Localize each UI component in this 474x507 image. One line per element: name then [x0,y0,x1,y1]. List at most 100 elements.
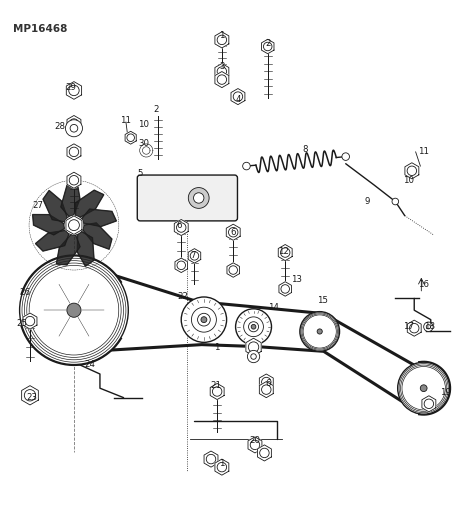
Circle shape [398,362,450,414]
Circle shape [29,266,118,355]
Polygon shape [33,214,64,235]
Circle shape [25,316,35,326]
Circle shape [424,322,433,332]
Circle shape [401,365,447,411]
Text: 11: 11 [120,116,131,125]
Circle shape [24,389,36,401]
Circle shape [69,119,79,128]
Polygon shape [82,223,112,249]
Circle shape [188,188,209,208]
Circle shape [260,448,269,458]
Circle shape [420,385,427,391]
Text: 19: 19 [440,388,451,397]
Circle shape [67,303,81,317]
Circle shape [426,324,430,329]
Polygon shape [259,374,273,390]
Circle shape [217,462,227,472]
Text: 2: 2 [153,105,158,114]
Polygon shape [215,32,229,48]
Text: 1: 1 [214,343,220,351]
Circle shape [303,315,336,348]
Polygon shape [226,224,240,240]
Circle shape [70,124,78,132]
Polygon shape [422,396,436,412]
Circle shape [402,367,446,410]
Circle shape [424,399,434,409]
Circle shape [212,387,222,396]
Polygon shape [22,386,38,405]
Circle shape [262,385,271,394]
Polygon shape [23,313,37,329]
Circle shape [250,440,260,450]
Circle shape [191,307,217,332]
Circle shape [177,261,185,270]
Text: 9: 9 [365,197,370,206]
Circle shape [301,313,338,350]
Text: 28: 28 [54,122,65,131]
Text: 14: 14 [268,303,279,312]
Circle shape [236,309,272,345]
Text: 29: 29 [65,83,76,92]
Circle shape [217,35,227,45]
Polygon shape [278,244,292,261]
Polygon shape [77,232,94,266]
Polygon shape [66,82,82,99]
Circle shape [176,223,186,232]
Text: 4: 4 [235,95,241,104]
Circle shape [342,153,349,160]
Circle shape [233,92,243,101]
Circle shape [198,313,210,326]
Circle shape [24,261,124,360]
Polygon shape [67,172,81,188]
Circle shape [248,322,259,332]
Text: 27: 27 [32,201,43,210]
Circle shape [251,354,256,359]
Text: 2: 2 [265,39,271,48]
Polygon shape [248,437,262,453]
Circle shape [22,258,126,362]
Polygon shape [82,209,117,227]
Text: 1: 1 [219,30,225,40]
Circle shape [264,42,272,51]
Text: 30: 30 [138,139,149,149]
Polygon shape [246,338,261,356]
Text: 12: 12 [278,246,289,256]
Text: 23: 23 [26,393,37,402]
Polygon shape [76,190,104,218]
Text: 22: 22 [177,293,188,302]
Polygon shape [43,191,67,222]
Circle shape [206,454,216,464]
Circle shape [201,317,207,322]
Polygon shape [215,459,229,475]
Polygon shape [215,63,229,80]
Polygon shape [67,116,81,131]
Circle shape [69,85,79,96]
Circle shape [228,228,238,237]
Circle shape [399,364,448,413]
Text: 15: 15 [318,296,328,305]
Text: 21: 21 [210,381,221,390]
Circle shape [217,67,227,76]
Circle shape [392,198,399,205]
Text: 10: 10 [402,176,414,185]
Circle shape [229,266,237,274]
Circle shape [69,175,79,185]
Circle shape [300,312,339,351]
Polygon shape [210,383,224,400]
Text: 6: 6 [230,228,236,237]
Text: 18: 18 [424,322,435,331]
Text: 7: 7 [191,251,196,261]
Circle shape [27,263,121,357]
Text: 6: 6 [265,379,271,388]
Circle shape [251,324,256,329]
Polygon shape [56,235,80,265]
Circle shape [64,215,84,235]
Polygon shape [215,71,229,88]
Polygon shape [279,282,292,296]
Text: 13: 13 [291,275,301,284]
Polygon shape [175,258,188,273]
Circle shape [181,297,227,342]
Text: 1: 1 [219,459,225,468]
Circle shape [69,147,79,157]
Polygon shape [66,216,82,234]
